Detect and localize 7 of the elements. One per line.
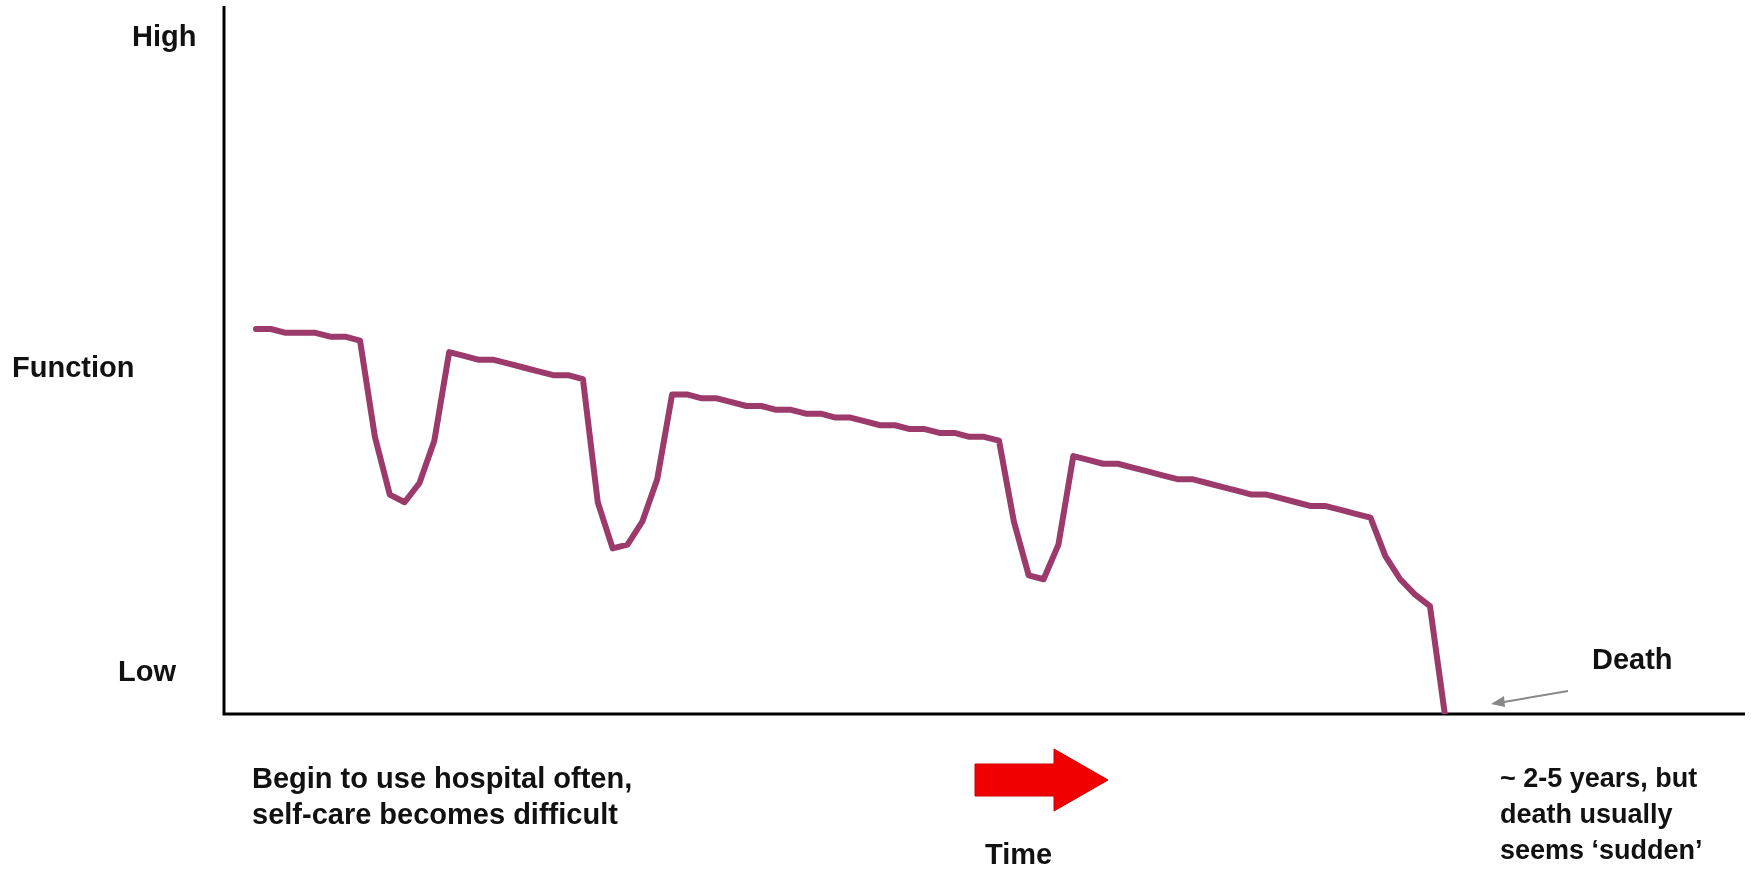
y-axis-title: Function (12, 350, 135, 385)
text: Death (1592, 642, 1673, 677)
text: Begin to use hospital often, self-care becomes difficult (252, 761, 634, 832)
text: High (132, 19, 197, 54)
text: Low (118, 654, 176, 689)
x-axis-title: Time (985, 837, 1053, 872)
text: ~ 2-5 years, but death usually seems ‘sudden’ (1500, 762, 1704, 867)
